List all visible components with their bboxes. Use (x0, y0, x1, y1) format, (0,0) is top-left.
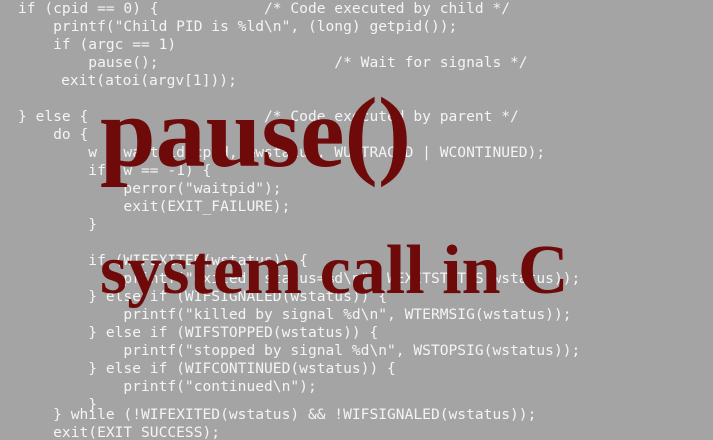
code-line: printf("exited, status=%d\n", WEXITSTATU… (18, 270, 581, 287)
headline-title: pause() (100, 77, 412, 188)
code-line: } while (!WIFEXITED(wstatus) && !WIFSIGN… (18, 406, 537, 423)
code-line: if (argc == 1) (18, 36, 177, 53)
code-line: } else if (WIFSIGNALED(wstatus)) { (18, 288, 388, 305)
code-line: exit(EXIT_SUCCESS); (18, 424, 221, 440)
code-line: if (WIFEXITED(wstatus)) { (18, 252, 308, 269)
code-line: if (w == -1) { (18, 162, 212, 179)
code-line: pause(); /* Wait for signals */ (18, 54, 528, 71)
code-line: } (18, 216, 98, 233)
code-line: w = waitpid(cpid, &wstatus, WUNTRACED | … (18, 144, 546, 161)
code-line: exit(atoi(argv[1])); (26, 72, 237, 89)
code-line: } else { /* Code executed by parent */ (18, 108, 519, 125)
code-line: printf("killed by signal %d\n", WTERMSIG… (18, 306, 572, 323)
code-line: } else if (WIFCONTINUED(wstatus)) { (18, 360, 396, 377)
code-line: if (cpid == 0) { /* Code executed by chi… (18, 0, 511, 17)
code-line: } else if (WIFSTOPPED(wstatus)) { (18, 324, 379, 341)
headline-subtitle: system call in C (100, 232, 569, 309)
code-line: exit(EXIT_FAILURE); (18, 198, 291, 215)
code-line: printf("Child PID is %ld\n", (long) getp… (18, 18, 458, 35)
code-line: do { (18, 126, 89, 143)
code-line: } (18, 396, 98, 413)
code-line: printf("stopped by signal %d\n", WSTOPSI… (18, 342, 581, 359)
code-line: perror("waitpid"); (18, 180, 282, 197)
code-line: printf("continued\n"); (18, 378, 317, 395)
